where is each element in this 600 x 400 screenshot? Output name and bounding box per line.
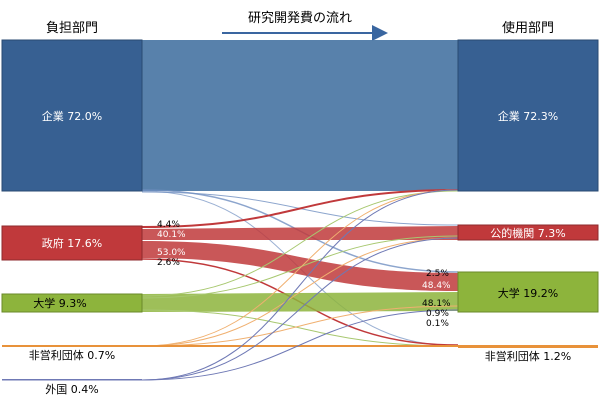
- source-university-label: 大学 9.3%: [33, 296, 86, 310]
- label-gov-to-nonprofit: 2.6%: [157, 258, 180, 268]
- header-left-title: 負担部門: [46, 21, 98, 36]
- target-nonprofit-node: [458, 345, 598, 348]
- flow-nonprofit-to-company: [141, 189, 459, 347]
- target-university-label: 大学 19.2%: [498, 286, 558, 300]
- label-univ-from-company: 2.5%: [426, 269, 449, 279]
- source-nonprofit-label: 非営利団体 0.7%: [29, 348, 115, 362]
- source-company-label: 企業 72.0%: [42, 109, 102, 123]
- target-nonprofit-label: 非営利団体 1.2%: [485, 349, 571, 363]
- target-university-node: [457, 271, 599, 313]
- label-univ-from-university: 48.1%: [422, 299, 451, 309]
- target-company-node: [457, 39, 599, 192]
- label-gov-to-company: 4.4%: [157, 220, 180, 230]
- header-center-title: 研究開発費の流れ: [248, 11, 352, 26]
- label-gov-to-public: 40.1%: [157, 230, 186, 240]
- flow-labels: 4.4% 40.1% 53.0% 2.6% 2.5% 48.4% 48.1% 0…: [157, 220, 451, 329]
- flow-university-to-university: [142, 292, 458, 312]
- label-gov-to-university: 53.0%: [157, 248, 186, 258]
- source-government-node: [1, 225, 143, 261]
- source-nodes: 企業 72.0% 政府 17.6% 大学 9.3% 非営利団体 0.7% 外国 …: [1, 39, 143, 396]
- header-right-title: 使用部門: [502, 20, 554, 36]
- flow-university-to-company: [141, 190, 459, 297]
- target-public-node: [457, 224, 599, 241]
- source-foreign-label: 外国 0.4%: [45, 383, 98, 396]
- label-univ-from-foreign: 0.1%: [426, 319, 449, 329]
- source-foreign-node: [2, 379, 142, 381]
- flow-government-to-company: [141, 189, 459, 228]
- target-company-label: 企業 72.3%: [498, 109, 558, 123]
- flow-government-to-public: [142, 226, 458, 240]
- source-government-label: 政府 17.6%: [42, 236, 102, 250]
- flow-foreign-to-university: [141, 309, 459, 381]
- flow-foreign-to-company: [141, 189, 459, 381]
- source-university-node: [1, 293, 143, 313]
- flow-government-to-university: [142, 241, 458, 291]
- flows: [141, 40, 459, 381]
- target-public-label: 公的機関 7.3%: [490, 226, 565, 240]
- flow-nonprofit-to-public: [141, 237, 459, 347]
- source-nonprofit-node: [2, 345, 142, 347]
- label-univ-from-government: 48.4%: [422, 281, 451, 291]
- target-nodes: 企業 72.3% 公的機関 7.3% 大学 19.2% 非営利団体 1.2%: [457, 39, 599, 363]
- flow-nonprofit-to-university: [141, 305, 459, 347]
- flow-university-to-nonprofit: [141, 309, 459, 347]
- label-univ-from-nonprofit: 0.9%: [426, 309, 449, 319]
- flow-company-to-company: [142, 40, 458, 191]
- flow-foreign-to-public: [141, 237, 459, 381]
- source-company-node: [1, 39, 143, 192]
- flow-university-to-public: [141, 235, 459, 299]
